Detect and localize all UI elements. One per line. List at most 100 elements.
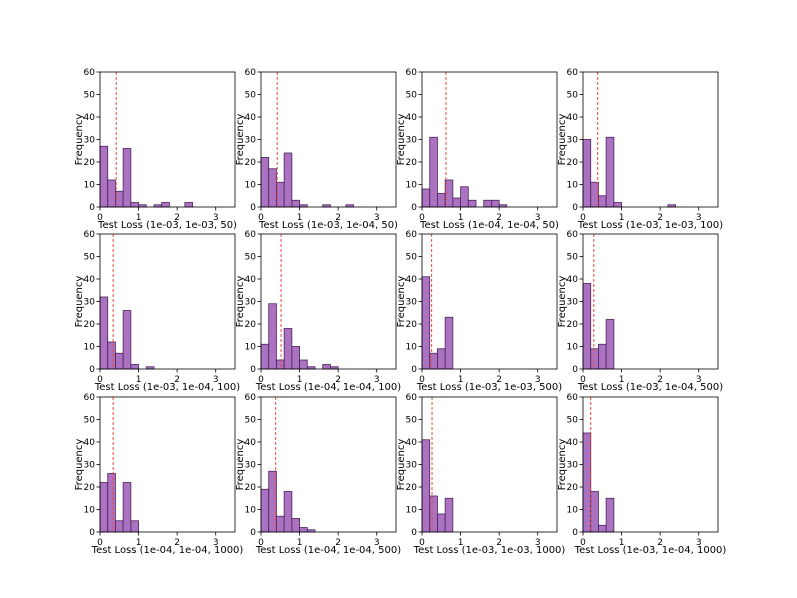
x-tick-label: 2 xyxy=(496,213,502,223)
y-tick-label: 20 xyxy=(84,158,96,168)
y-tick-label: 50 xyxy=(84,253,96,263)
x-tick-label: 1 xyxy=(458,538,464,548)
histogram-bar xyxy=(613,202,622,208)
y-tick-label: 0 xyxy=(572,203,578,213)
y-tick-label: 20 xyxy=(406,320,418,330)
histogram-bar xyxy=(429,352,438,370)
histogram-bar xyxy=(260,157,270,208)
y-tick-label: 0 xyxy=(250,528,256,538)
histogram-bar xyxy=(437,513,446,533)
y-tick-label: 0 xyxy=(411,365,417,375)
y-axis-label: Frequency xyxy=(74,114,85,166)
x-tick-label: 2 xyxy=(174,375,180,385)
histogram-bar xyxy=(605,319,615,370)
histogram-bar xyxy=(184,202,193,208)
y-axis-label: Frequency xyxy=(557,114,568,166)
histogram-bar xyxy=(429,136,438,208)
histogram-bar xyxy=(268,168,277,208)
y-tick-label: 50 xyxy=(567,253,579,263)
histogram-bar xyxy=(122,310,132,370)
y-tick-label: 0 xyxy=(250,365,256,375)
x-tick-label: 0 xyxy=(97,538,103,548)
x-tick-label: 0 xyxy=(258,538,264,548)
y-tick-label: 60 xyxy=(567,230,579,240)
histogram-bar xyxy=(322,364,331,370)
y-tick-label: 50 xyxy=(84,416,96,426)
y-tick-label: 10 xyxy=(406,181,418,191)
x-tick-label: 0 xyxy=(580,375,586,385)
y-tick-label: 50 xyxy=(567,91,579,101)
x-tick-label: 2 xyxy=(496,375,502,385)
histogram-bar xyxy=(107,473,116,533)
y-axis-label: Frequency xyxy=(235,114,246,166)
histogram-bar xyxy=(107,341,116,370)
x-tick-label: 0 xyxy=(258,375,264,385)
y-tick-label: 50 xyxy=(84,91,96,101)
y-tick-label: 30 xyxy=(567,298,579,308)
x-tick-label: 0 xyxy=(97,213,103,223)
x-tick-label: 1 xyxy=(136,538,142,548)
x-tick-label: 2 xyxy=(335,538,341,548)
axes-frame xyxy=(582,396,719,533)
histogram-bar xyxy=(283,328,293,370)
y-tick-label: 10 xyxy=(84,343,96,353)
x-tick-label: 3 xyxy=(535,538,541,548)
y-tick-label: 60 xyxy=(245,230,257,240)
y-tick-label: 50 xyxy=(245,253,257,263)
histogram-bar xyxy=(291,518,300,533)
y-tick-label: 10 xyxy=(567,343,579,353)
histogram-bar xyxy=(483,199,492,208)
y-tick-label: 20 xyxy=(406,483,418,493)
histogram-bar xyxy=(421,439,431,533)
histogram-bar xyxy=(99,145,109,208)
histogram-bar xyxy=(283,491,293,533)
histogram-bar xyxy=(598,343,607,370)
y-tick-label: 40 xyxy=(84,438,96,448)
histogram-bar xyxy=(437,348,446,370)
y-tick-label: 20 xyxy=(84,483,96,493)
histogram-bar xyxy=(291,199,300,208)
y-tick-label: 60 xyxy=(567,68,579,78)
x-axis-label: Test Loss (1e-03, 1e-04, 100) xyxy=(94,382,240,393)
x-tick-label: 2 xyxy=(174,538,180,548)
x-tick-label: 1 xyxy=(297,375,303,385)
y-tick-label: 50 xyxy=(245,416,257,426)
histogram-bar xyxy=(437,193,446,208)
histogram-bar xyxy=(299,359,308,370)
y-tick-label: 50 xyxy=(406,416,418,426)
y-axis-label: Frequency xyxy=(74,276,85,328)
histogram-bar xyxy=(130,520,139,533)
histogram-bar xyxy=(582,283,592,370)
y-tick-label: 30 xyxy=(406,136,418,146)
histogram-bar xyxy=(283,152,293,208)
y-tick-label: 0 xyxy=(89,528,95,538)
histogram-bar xyxy=(590,348,599,370)
histogram-bar xyxy=(161,202,170,208)
histogram-bar xyxy=(122,148,132,208)
axes-frame xyxy=(421,71,558,208)
y-tick-label: 60 xyxy=(245,393,257,403)
y-axis-label: Frequency xyxy=(74,439,85,491)
x-tick-label: 3 xyxy=(374,375,380,385)
x-tick-label: 2 xyxy=(657,213,663,223)
histogram-bar xyxy=(429,495,438,533)
x-tick-label: 1 xyxy=(136,213,142,223)
histogram-bar xyxy=(460,186,469,208)
y-tick-label: 60 xyxy=(567,393,579,403)
histogram-bar xyxy=(99,482,109,533)
x-tick-label: 2 xyxy=(657,375,663,385)
histogram-bar xyxy=(260,343,270,370)
histogram-bar xyxy=(115,520,124,533)
x-tick-label: 3 xyxy=(696,213,702,223)
histogram-bar xyxy=(291,346,300,370)
x-axis-label: Test Loss (1e-04, 1e-04, 1000) xyxy=(91,545,244,556)
x-tick-label: 1 xyxy=(619,375,625,385)
histogram-bar xyxy=(444,316,454,370)
y-tick-label: 30 xyxy=(84,298,96,308)
